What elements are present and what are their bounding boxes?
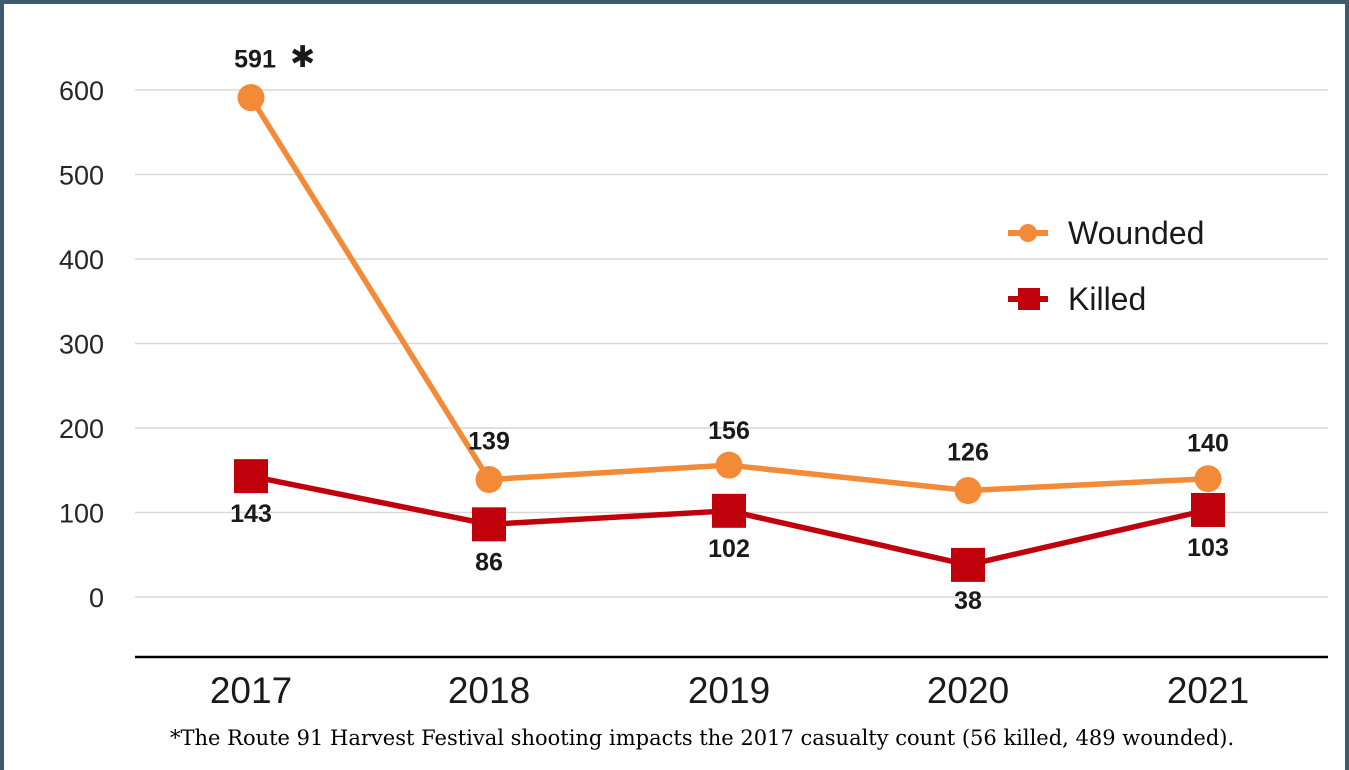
y-tick-label-600: 600: [59, 76, 104, 106]
point-wounded-2021: [1194, 465, 1222, 493]
x-tick-label-2020: 2020: [927, 670, 1009, 711]
x-tick-label-2019: 2019: [688, 670, 770, 711]
data-label-wounded-2018: 139: [468, 428, 510, 456]
point-killed-2021: [1191, 492, 1225, 527]
y-tick-label-500: 500: [59, 161, 104, 191]
point-wounded-2018: [475, 466, 503, 494]
data-label-killed-2020: 38: [954, 587, 982, 615]
annotation-asterisk: ✱: [290, 40, 315, 75]
x-tick-label-2017: 2017: [210, 670, 292, 711]
data-label-wounded-2021: 140: [1187, 430, 1229, 458]
data-label-wounded-2019: 156: [708, 417, 750, 445]
legend-label-killed: Killed: [1068, 281, 1146, 317]
legend-label-wounded: Wounded: [1068, 215, 1204, 251]
data-label-killed-2018: 86: [475, 548, 503, 576]
data-label-killed-2017: 143: [230, 500, 272, 528]
legend-marker-wounded: [1019, 224, 1037, 242]
footnote: *The Route 91 Harvest Festival shooting …: [170, 726, 1235, 750]
point-wounded-2019: [715, 451, 743, 479]
point-wounded-2020: [954, 477, 982, 505]
x-tick-label-2021: 2021: [1167, 670, 1249, 711]
y-tick-label-100: 100: [59, 499, 104, 529]
y-tick-label-0: 0: [89, 583, 104, 613]
point-killed-2018: [472, 507, 506, 542]
data-label-wounded-2020: 126: [947, 439, 989, 467]
point-killed-2017: [234, 459, 268, 494]
data-label-killed-2021: 103: [1187, 534, 1229, 562]
point-wounded-2017: [237, 84, 265, 112]
legend-marker-killed: [1018, 288, 1040, 310]
y-tick-label-200: 200: [59, 414, 104, 444]
x-tick-label-2018: 2018: [448, 670, 530, 711]
y-tick-label-400: 400: [59, 245, 104, 275]
y-tick-label-300: 300: [59, 330, 104, 360]
point-killed-2020: [951, 547, 985, 582]
data-label-wounded-2017: 591: [234, 46, 276, 74]
point-killed-2019: [712, 493, 746, 528]
data-label-killed-2019: 102: [708, 535, 750, 563]
